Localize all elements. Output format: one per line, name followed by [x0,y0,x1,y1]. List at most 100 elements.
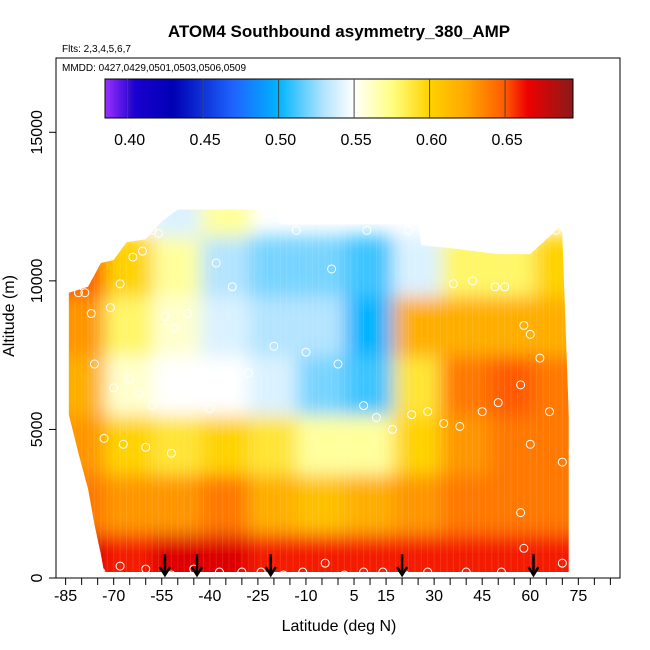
profile-point [557,457,567,467]
curtain-cell [152,413,203,475]
profile-point [551,225,561,235]
profile-point [493,398,503,408]
curtain-cell [152,473,203,535]
descent-arrow [527,554,540,578]
descent-arrow [396,554,409,578]
profile-point [205,404,215,414]
curtain-cell [200,354,251,416]
profile-point [211,258,221,268]
profile-point [439,418,449,428]
profile-point [166,570,176,580]
descent-arrows [158,554,540,578]
profile-point [320,558,330,568]
profile-point [221,380,231,390]
curtain-cell [296,235,348,297]
profile-point [461,567,471,577]
profile-point [256,567,266,577]
x-tick-label: 5 [350,588,359,605]
curtain-cell [248,532,299,573]
y-axis: 0 5000 10000 15000 [29,110,56,582]
profile-point [227,282,237,292]
curtain-cell [534,473,569,535]
curtain-cell [200,235,251,297]
profile-point [500,282,510,292]
curtain-cell [489,294,537,357]
curtain-cell [104,294,155,357]
x-tick-label: 15 [377,588,395,605]
profile-point [109,383,119,393]
profile-point [105,303,115,313]
curtain-cell [104,354,155,416]
arrow-head [264,566,277,578]
profile-points [73,208,567,580]
profile-point [448,279,458,289]
profile-point [157,380,167,390]
curtain-cell [68,294,107,357]
profile-point [333,359,343,369]
profile-point [96,567,106,577]
profile-point [378,567,388,577]
y-tick-label: 0 [29,573,46,582]
arrow-head [396,566,409,578]
curtain-cell [296,354,348,416]
profile-point [73,288,83,298]
curtain-cell [104,473,155,535]
profile-point [154,228,164,238]
profile-point [115,279,125,289]
profile-point [516,508,526,518]
curtain-cell [393,294,444,357]
x-axis: -85 -70 -55 -40 -25 -10 5 15 30 45 60 75 [54,578,611,605]
curtain-cell [393,413,444,475]
curtain-cell [393,473,444,535]
curtain-cell [441,473,492,535]
profile-point [214,567,224,577]
curtain-cell [200,473,251,535]
x-tick-label: 30 [425,588,443,605]
profile-point [118,439,128,449]
profile-point [525,329,535,339]
profile-point [387,424,397,434]
curtain-cell [248,294,299,357]
profile-point [535,353,545,363]
curtain-cell [345,294,396,357]
y-axis-title: Altitude (m) [1,275,18,357]
profile-point [455,421,465,431]
profile-point [301,347,311,357]
profile-point [80,288,90,298]
profile-point [237,567,247,577]
profile-point [404,225,413,235]
profile-point [141,564,151,574]
profile-point [468,276,478,286]
curtain-cell [345,354,396,416]
profile-point [166,448,176,458]
profile-point [291,225,301,235]
x-tick-label: -85 [54,588,77,605]
profile-point [170,323,180,333]
curtain-streaks [68,209,569,573]
colorbar-tick-label: 0.60 [416,132,447,149]
profile-point [182,309,192,319]
curtain-cell [534,532,569,573]
curtain-cell [248,235,299,297]
curtain-cell [296,473,348,535]
profile-point [128,252,138,262]
x-tick-label: -40 [198,588,221,605]
curtain-cell [152,235,203,297]
curtain-cell [296,413,348,475]
curtain-cell [200,294,251,357]
colorbar-tick-label: 0.65 [491,132,522,149]
profile-point [423,407,433,417]
y-tick-label: 10000 [29,259,46,304]
arrow-head [158,566,172,578]
colorbar-tick-label: 0.40 [114,132,145,149]
colorbar-tick-label: 0.45 [190,132,221,149]
x-tick-label: -10 [294,588,317,605]
curtain-cell [489,532,537,573]
profile-point [138,246,148,256]
curtain-cell [200,532,251,573]
x-tick-label: -55 [150,588,173,605]
profile-point [99,433,109,443]
x-tick-label: -70 [102,588,125,605]
curtain-cell [200,209,251,238]
profile-point [407,410,417,420]
